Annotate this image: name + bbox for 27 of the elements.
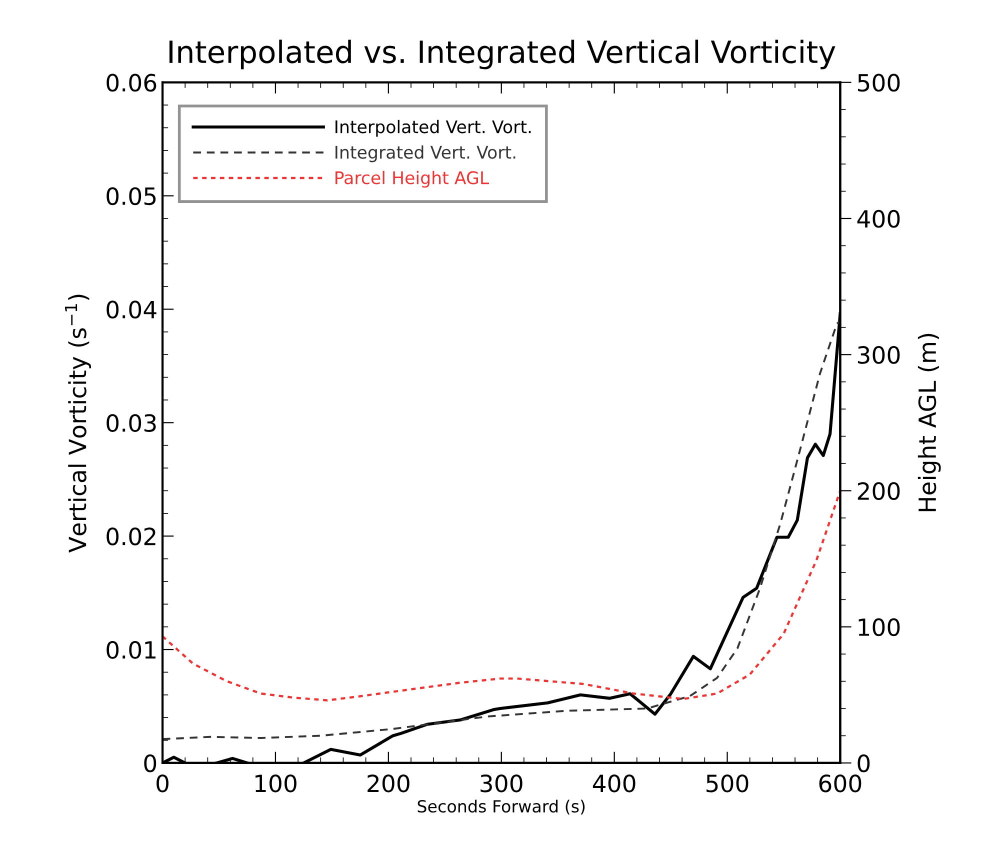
y2-tick-label: 400 [857,210,900,228]
y2-tick-label: 200 [858,482,900,500]
text: Interpolated Vert. Vort. [336,120,531,137]
y2-tick-label: 300 [858,346,900,364]
y2-tick-label: 0 [858,754,870,772]
x-tick-label: 500 [706,774,748,792]
x-tick-label: 400 [592,774,636,792]
y-tick-label: 0.01 [106,640,156,659]
y-axis-title: Vertical Vorticity (s$^{−1}$) [64,294,91,553]
y2-tick-label: 100 [858,618,900,636]
text: Parcel Height AGL [336,170,490,188]
y-tick-label: 0.04 [106,300,156,319]
y-tick-label: 0.02 [106,528,156,546]
x-tick-label: 200 [368,774,410,792]
y-tick-label: 0 [144,754,156,772]
chart-title: Interpolated vs. Integrated Vertical Vorticity [169,40,836,70]
x-tick-label: 100 [256,774,296,792]
y2-tick-label: 500 [858,74,900,92]
x-axis-title: Seconds Forward (s) [418,800,585,815]
y-tick-label: 0.05 [106,187,156,206]
x-tick-label: 0 [156,774,168,792]
x-tick-label: 600 [819,774,862,792]
y-tick-label: 0.06 [106,74,156,92]
text: Integrated Vert. Vort. [336,145,516,162]
y2-axis-title: Height AGL (m) [918,334,941,512]
y-tick-label: 0.03 [106,414,156,432]
x-tick-label: 300 [480,774,522,792]
